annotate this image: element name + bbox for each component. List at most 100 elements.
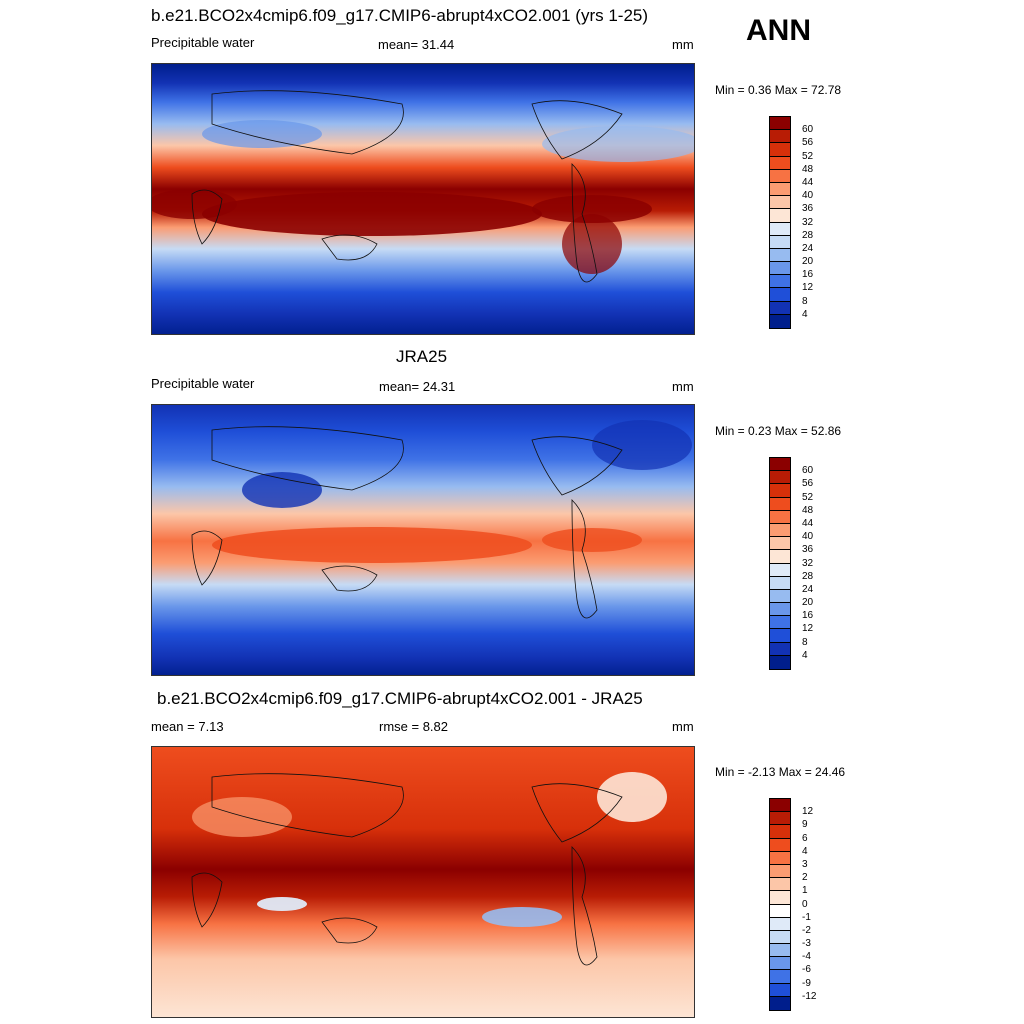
colorbar-swatch	[770, 799, 790, 813]
panel-3-units-label: mm	[672, 719, 694, 734]
colorbar-tick-label: 56	[802, 137, 814, 149]
colorbar-tick-label: 20	[802, 597, 814, 609]
colorbar-swatch	[770, 130, 790, 144]
colorbar-tick-label: 16	[802, 269, 814, 281]
colorbar-tick-label: 4	[802, 845, 808, 857]
colorbar-swatch	[770, 603, 790, 617]
colorbar-swatch	[770, 629, 790, 643]
panel-2-title: JRA25	[396, 347, 448, 366]
panel-1-units-label: mm	[672, 37, 694, 52]
colorbar-swatch	[770, 169, 790, 183]
panel-1-mean-label: mean= 31.44	[378, 37, 455, 52]
colorbar-tick-label: 24	[802, 583, 814, 595]
colorbar-tick-label: 48	[802, 504, 814, 516]
panel-2-mean-label: mean= 24.31	[379, 379, 456, 394]
panel-2-map	[151, 404, 695, 676]
colorbar-swatch	[770, 550, 790, 564]
colorbar-swatch	[770, 812, 790, 826]
colorbar-tick-label: 56	[802, 478, 814, 490]
colorbar-tick-label: 44	[802, 517, 814, 529]
colorbar-swatch	[770, 655, 790, 669]
colorbar-swatch	[770, 838, 790, 852]
colorbar-tick-label: 32	[802, 216, 814, 228]
colorbar-swatch	[770, 288, 790, 302]
panel-2-units-label: mm	[672, 379, 694, 394]
colorbar-swatch	[770, 275, 790, 289]
colorbar-swatch	[770, 589, 790, 604]
colorbar-swatch	[770, 917, 790, 931]
colorbar-swatch	[770, 891, 790, 905]
panel-1-variable-label: Precipitable water	[151, 35, 255, 50]
colorbar-tick-label: 36	[802, 203, 814, 215]
colorbar-swatch	[770, 825, 790, 839]
colorbar-swatch	[770, 616, 790, 630]
colorbar-tick-label: 32	[802, 557, 814, 569]
colorbar-swatch	[770, 196, 790, 210]
panel-2-variable-label: Precipitable water	[151, 376, 255, 391]
panel-3-mean-label: mean = 7.13	[151, 719, 224, 734]
panel-3-minmax: Min = -2.13 Max = 24.46	[715, 765, 846, 779]
colorbar-tick-label: -12	[802, 990, 817, 1002]
colorbar-swatch	[770, 930, 790, 945]
season-label: ANN	[746, 14, 811, 47]
colorbar-tick-label: 12	[802, 282, 814, 294]
colorbar-swatch	[770, 117, 790, 131]
colorbar-swatch	[770, 944, 790, 958]
colorbar-swatch	[770, 851, 790, 865]
panel-1-title: b.e21.BCO2x4cmip6.f09_g17.CMIP6-abrupt4x…	[151, 6, 649, 25]
panel-3-title: b.e21.BCO2x4cmip6.f09_g17.CMIP6-abrupt4x…	[157, 689, 643, 708]
colorbar-swatch	[770, 301, 790, 315]
colorbar-tick-label: 4	[802, 308, 808, 320]
colorbar-tick-label: -3	[802, 938, 811, 950]
colorbar-swatch	[770, 983, 790, 997]
colorbar-tick-label: 52	[802, 491, 814, 503]
colorbar-tick-label: 36	[802, 544, 814, 556]
panel-3-colorbar	[769, 798, 791, 1011]
colorbar-swatch	[770, 209, 790, 223]
colorbar-tick-label: 3	[802, 858, 808, 870]
colorbar-swatch	[770, 957, 790, 971]
panel-2-minmax: Min = 0.23 Max = 52.86	[715, 424, 842, 438]
panel-3-map	[151, 746, 695, 1018]
colorbar-swatch	[770, 248, 790, 263]
colorbar-tick-label: 4	[802, 649, 808, 661]
colorbar-swatch	[770, 182, 790, 197]
colorbar-swatch	[770, 458, 790, 472]
colorbar-tick-label: 40	[802, 190, 814, 202]
colorbar-tick-label: 60	[802, 465, 814, 477]
colorbar-tick-label: -1	[802, 911, 811, 923]
colorbar-swatch	[770, 510, 790, 524]
colorbar-swatch	[770, 222, 790, 236]
colorbar-swatch	[770, 471, 790, 485]
colorbar-swatch	[770, 314, 790, 328]
colorbar-swatch	[770, 996, 790, 1010]
colorbar-tick-label: 28	[802, 570, 814, 582]
colorbar-tick-label: -6	[802, 964, 811, 976]
colorbar-swatch	[770, 970, 790, 984]
colorbar-tick-label: -9	[802, 977, 811, 989]
colorbar-tick-label: 52	[802, 150, 814, 162]
colorbar-tick-label: -2	[802, 924, 811, 936]
colorbar-tick-label: 1	[802, 885, 808, 897]
colorbar-swatch	[770, 878, 790, 892]
colorbar-swatch	[770, 563, 790, 577]
panel-2-contour-field	[152, 405, 694, 675]
colorbar-swatch	[770, 262, 790, 276]
colorbar-swatch	[770, 484, 790, 498]
colorbar-tick-label: 2	[802, 872, 808, 884]
colorbar-tick-label: 20	[802, 256, 814, 268]
colorbar-tick-label: 12	[802, 623, 814, 635]
colorbar-tick-label: 12	[802, 806, 814, 818]
colorbar-tick-label: 40	[802, 531, 814, 543]
colorbar-tick-label: 44	[802, 176, 814, 188]
colorbar-swatch	[770, 904, 790, 918]
colorbar-swatch	[770, 576, 790, 590]
panel-1-minmax: Min = 0.36 Max = 72.78	[715, 83, 842, 97]
colorbar-swatch	[770, 235, 790, 249]
colorbar-tick-label: 16	[802, 610, 814, 622]
colorbar-tick-label: 48	[802, 163, 814, 175]
panel-2-colorbar	[769, 457, 791, 670]
colorbar-tick-label: 28	[802, 229, 814, 241]
panel-3-contour-field	[152, 747, 694, 1017]
colorbar-swatch	[770, 497, 790, 511]
